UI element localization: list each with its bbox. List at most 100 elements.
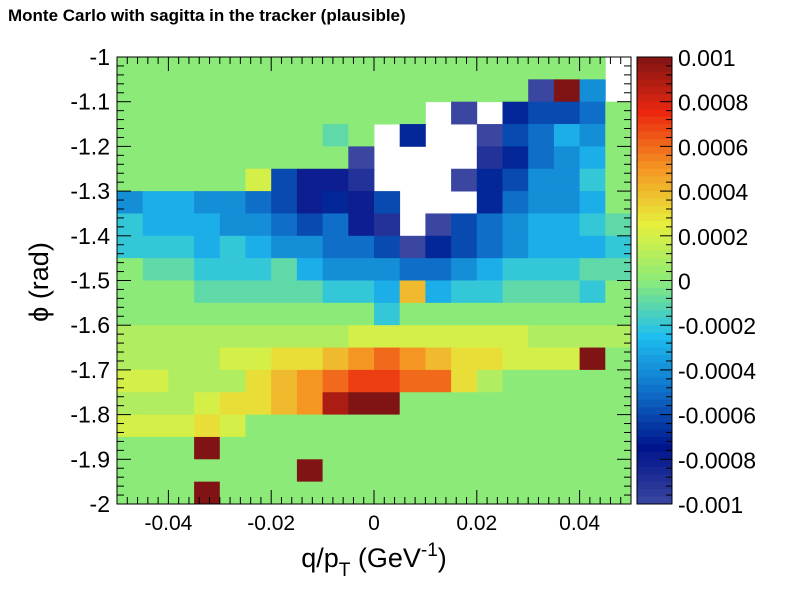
colorbar-band: [637, 414, 672, 423]
colorbar-band: [637, 206, 672, 214]
heatmap-cell: [579, 258, 606, 281]
heatmap-cell: [553, 369, 580, 393]
heatmap-cell: [476, 414, 503, 438]
colorbar-tick-label: 0.0006: [678, 134, 748, 160]
heatmap-cell: [502, 168, 529, 192]
heatmap-cell: [348, 191, 375, 214]
heatmap-cell: [476, 325, 503, 348]
x-axis: -0.04 -0.02 0 0.02 0.04: [116, 57, 632, 535]
heatmap-cell: [374, 213, 401, 237]
heatmap-cell: [502, 481, 529, 505]
heatmap-cell: [476, 459, 503, 483]
colorbar-band: [637, 250, 672, 259]
heatmap-cell: [142, 302, 169, 326]
heatmap-cell: [271, 325, 298, 348]
heatmap-cell: [605, 146, 632, 170]
heatmap-cell: [502, 392, 529, 415]
heatmap-cell: [374, 325, 401, 348]
heatmap-cell: [579, 436, 606, 460]
heatmap-cell: [194, 347, 221, 371]
colorbar-band: [637, 325, 672, 334]
heatmap-cell: [374, 369, 401, 393]
y-axis-label: ϕ (rad): [24, 242, 54, 322]
heatmap-cell: [219, 235, 246, 259]
heatmap-cell: [451, 459, 478, 483]
heatmap-cell: [322, 414, 349, 438]
heatmap-cell: [219, 124, 246, 147]
heatmap-cell: [296, 79, 323, 103]
heatmap-cell: [142, 191, 169, 214]
heatmap-cell: [502, 369, 529, 393]
colorbar-band: [637, 332, 672, 341]
heatmap-cell: [245, 302, 272, 326]
y-tick-label: -1.2: [70, 133, 110, 159]
heatmap-cell: [579, 459, 606, 483]
heatmap-cell: [322, 347, 349, 371]
x-tick-label: 0: [368, 512, 380, 535]
heatmap-cell: [374, 57, 401, 80]
heatmap-cell: [219, 392, 246, 415]
heatmap-cell: [322, 436, 349, 460]
colorbar-tick-label: 0.0008: [678, 90, 748, 116]
colorbar-band: [637, 362, 672, 371]
colorbar-band: [637, 71, 672, 80]
colorbar-band: [637, 183, 672, 192]
heatmap-cell: [425, 369, 452, 393]
heatmap-cell: [399, 436, 426, 460]
heatmap-cell: [528, 213, 555, 237]
heatmap-cell: [553, 436, 580, 460]
colorbar-band: [637, 94, 672, 103]
heatmap-cell: [219, 101, 246, 125]
heatmap-cell: [553, 414, 580, 438]
heatmap-cell: [399, 459, 426, 483]
heatmap-cell: [476, 168, 503, 192]
heatmap-cell: [528, 124, 555, 147]
heatmap-cell: [194, 325, 221, 348]
heatmap-cell: [528, 57, 555, 80]
heatmap-cell: [271, 280, 298, 304]
colorbar-tick-label: 0.001: [678, 45, 736, 71]
heatmap-cell: [502, 280, 529, 304]
heatmap-cell: [425, 302, 452, 326]
x-label-superscript: -1: [421, 540, 438, 561]
heatmap-cell: [322, 191, 349, 214]
heatmap-cell: [374, 258, 401, 281]
colorbar-band: [637, 436, 672, 445]
x-label-subscript: T: [339, 560, 351, 581]
heatmap-cell: [553, 168, 580, 192]
heatmap-cell: [374, 459, 401, 483]
heatmap-cell: [142, 369, 169, 393]
heatmap-cell: [476, 369, 503, 393]
heatmap-cell: [168, 79, 195, 103]
heatmap-cell: [476, 302, 503, 326]
x-tick-label: -0.04: [144, 512, 192, 535]
colorbar-band: [637, 295, 672, 304]
heatmap-cell: [168, 459, 195, 483]
heatmap-cell: [296, 436, 323, 460]
heatmap-cell: [245, 57, 272, 80]
heatmap-cell: [476, 79, 503, 103]
heatmap-cell: [528, 235, 555, 259]
heatmap-cell: [605, 124, 632, 147]
heatmap-cell: [451, 213, 478, 237]
heatmap-cell: [245, 369, 272, 393]
y-axis: -2 -1.9 -1.8 -1.7 -1.6 -1.5 -1.4 -1.3 -1.2 -1.1 -1: [70, 44, 631, 517]
colorbar-band: [637, 273, 672, 281]
heatmap-cell: [348, 481, 375, 505]
heatmap-cell: [502, 414, 529, 438]
heatmap-cell: [399, 124, 426, 147]
heatmap-cell: [296, 213, 323, 237]
colorbar-band: [637, 258, 672, 267]
heatmap-cell: [117, 369, 144, 393]
colorbar-band: [637, 138, 672, 147]
heatmap-cell: [579, 146, 606, 170]
heatmap-cell: [271, 369, 298, 393]
heatmap-cell: [168, 168, 195, 192]
heatmap-cell: [322, 258, 349, 281]
y-tick-label: -1.4: [70, 223, 110, 249]
colorbar-band: [637, 422, 672, 430]
heatmap-cell: [194, 392, 221, 415]
heatmap-cell: [142, 325, 169, 348]
heatmap-cell: [296, 347, 323, 371]
heatmap-cell: [194, 191, 221, 214]
